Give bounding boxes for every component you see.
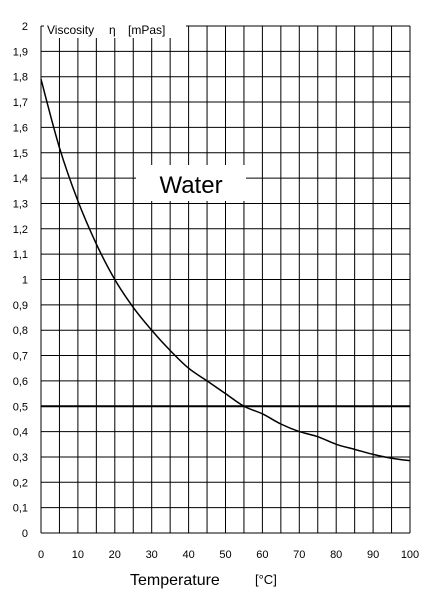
x-tick-label: 90 (367, 549, 379, 561)
x-tick-label: 70 (293, 549, 305, 561)
y-tick-label: 1,4 (13, 173, 28, 185)
x-tick-label: 30 (146, 549, 158, 561)
y-tick-label: 0,5 (13, 401, 28, 413)
y-tick-label: 1 (22, 275, 28, 287)
y-tick-label: 0,4 (13, 427, 28, 439)
grid (40, 25, 411, 534)
y-tick-label: 1,9 (13, 46, 28, 58)
y-tick-label: 0,2 (13, 477, 28, 489)
y-tick-label: 0 (22, 528, 28, 540)
y-tick-label: 2 (22, 21, 28, 33)
x-tick-label: 60 (256, 549, 268, 561)
y-tick-label: 1,8 (13, 72, 28, 84)
y-tick-labels: 0 0,1 0,2 0,3 0,4 0,5 0,6 0,7 0,8 0,9 1 1,1 1,2 1,3 1,… (13, 21, 28, 540)
x-tick-label: 80 (330, 549, 342, 561)
y-label-background (44, 18, 186, 38)
y-tick-label: 0,9 (13, 300, 28, 312)
y-tick-label: 1,1 (13, 249, 28, 261)
x-tick-label: 40 (182, 549, 194, 561)
x-tick-label: 100 (401, 549, 419, 561)
y-axis-label: Viscosity (47, 23, 94, 37)
y-tick-label: 1,6 (13, 122, 28, 134)
x-tick-label: 50 (219, 549, 231, 561)
y-tick-label: 1,2 (13, 224, 28, 236)
y-tick-label: 0,3 (13, 452, 28, 464)
x-tick-label: 20 (109, 549, 121, 561)
x-axis-unit: [°C] (255, 572, 277, 587)
y-axis-unit: [mPas] (128, 23, 165, 37)
title-background (136, 165, 246, 201)
y-tick-label: 1,3 (13, 198, 28, 210)
x-tick-labels: 0 10 20 30 40 50 60 70 80 90 100 (38, 549, 419, 561)
chart-title: Water (159, 172, 222, 199)
series-line (40, 79, 411, 462)
x-axis-label: Temperature (130, 572, 220, 589)
y-tick-label: 0,6 (13, 376, 28, 388)
y-tick-label: 1,7 (13, 97, 28, 109)
y-tick-label: 0,1 (13, 503, 28, 515)
y-tick-label: 1,5 (13, 148, 28, 160)
x-tick-label: 0 (38, 549, 44, 561)
y-axis-symbol: η (109, 23, 116, 37)
y-tick-label: 0,8 (13, 325, 28, 337)
y-tick-label: 0,7 (13, 351, 28, 363)
x-tick-label: 10 (72, 549, 84, 561)
